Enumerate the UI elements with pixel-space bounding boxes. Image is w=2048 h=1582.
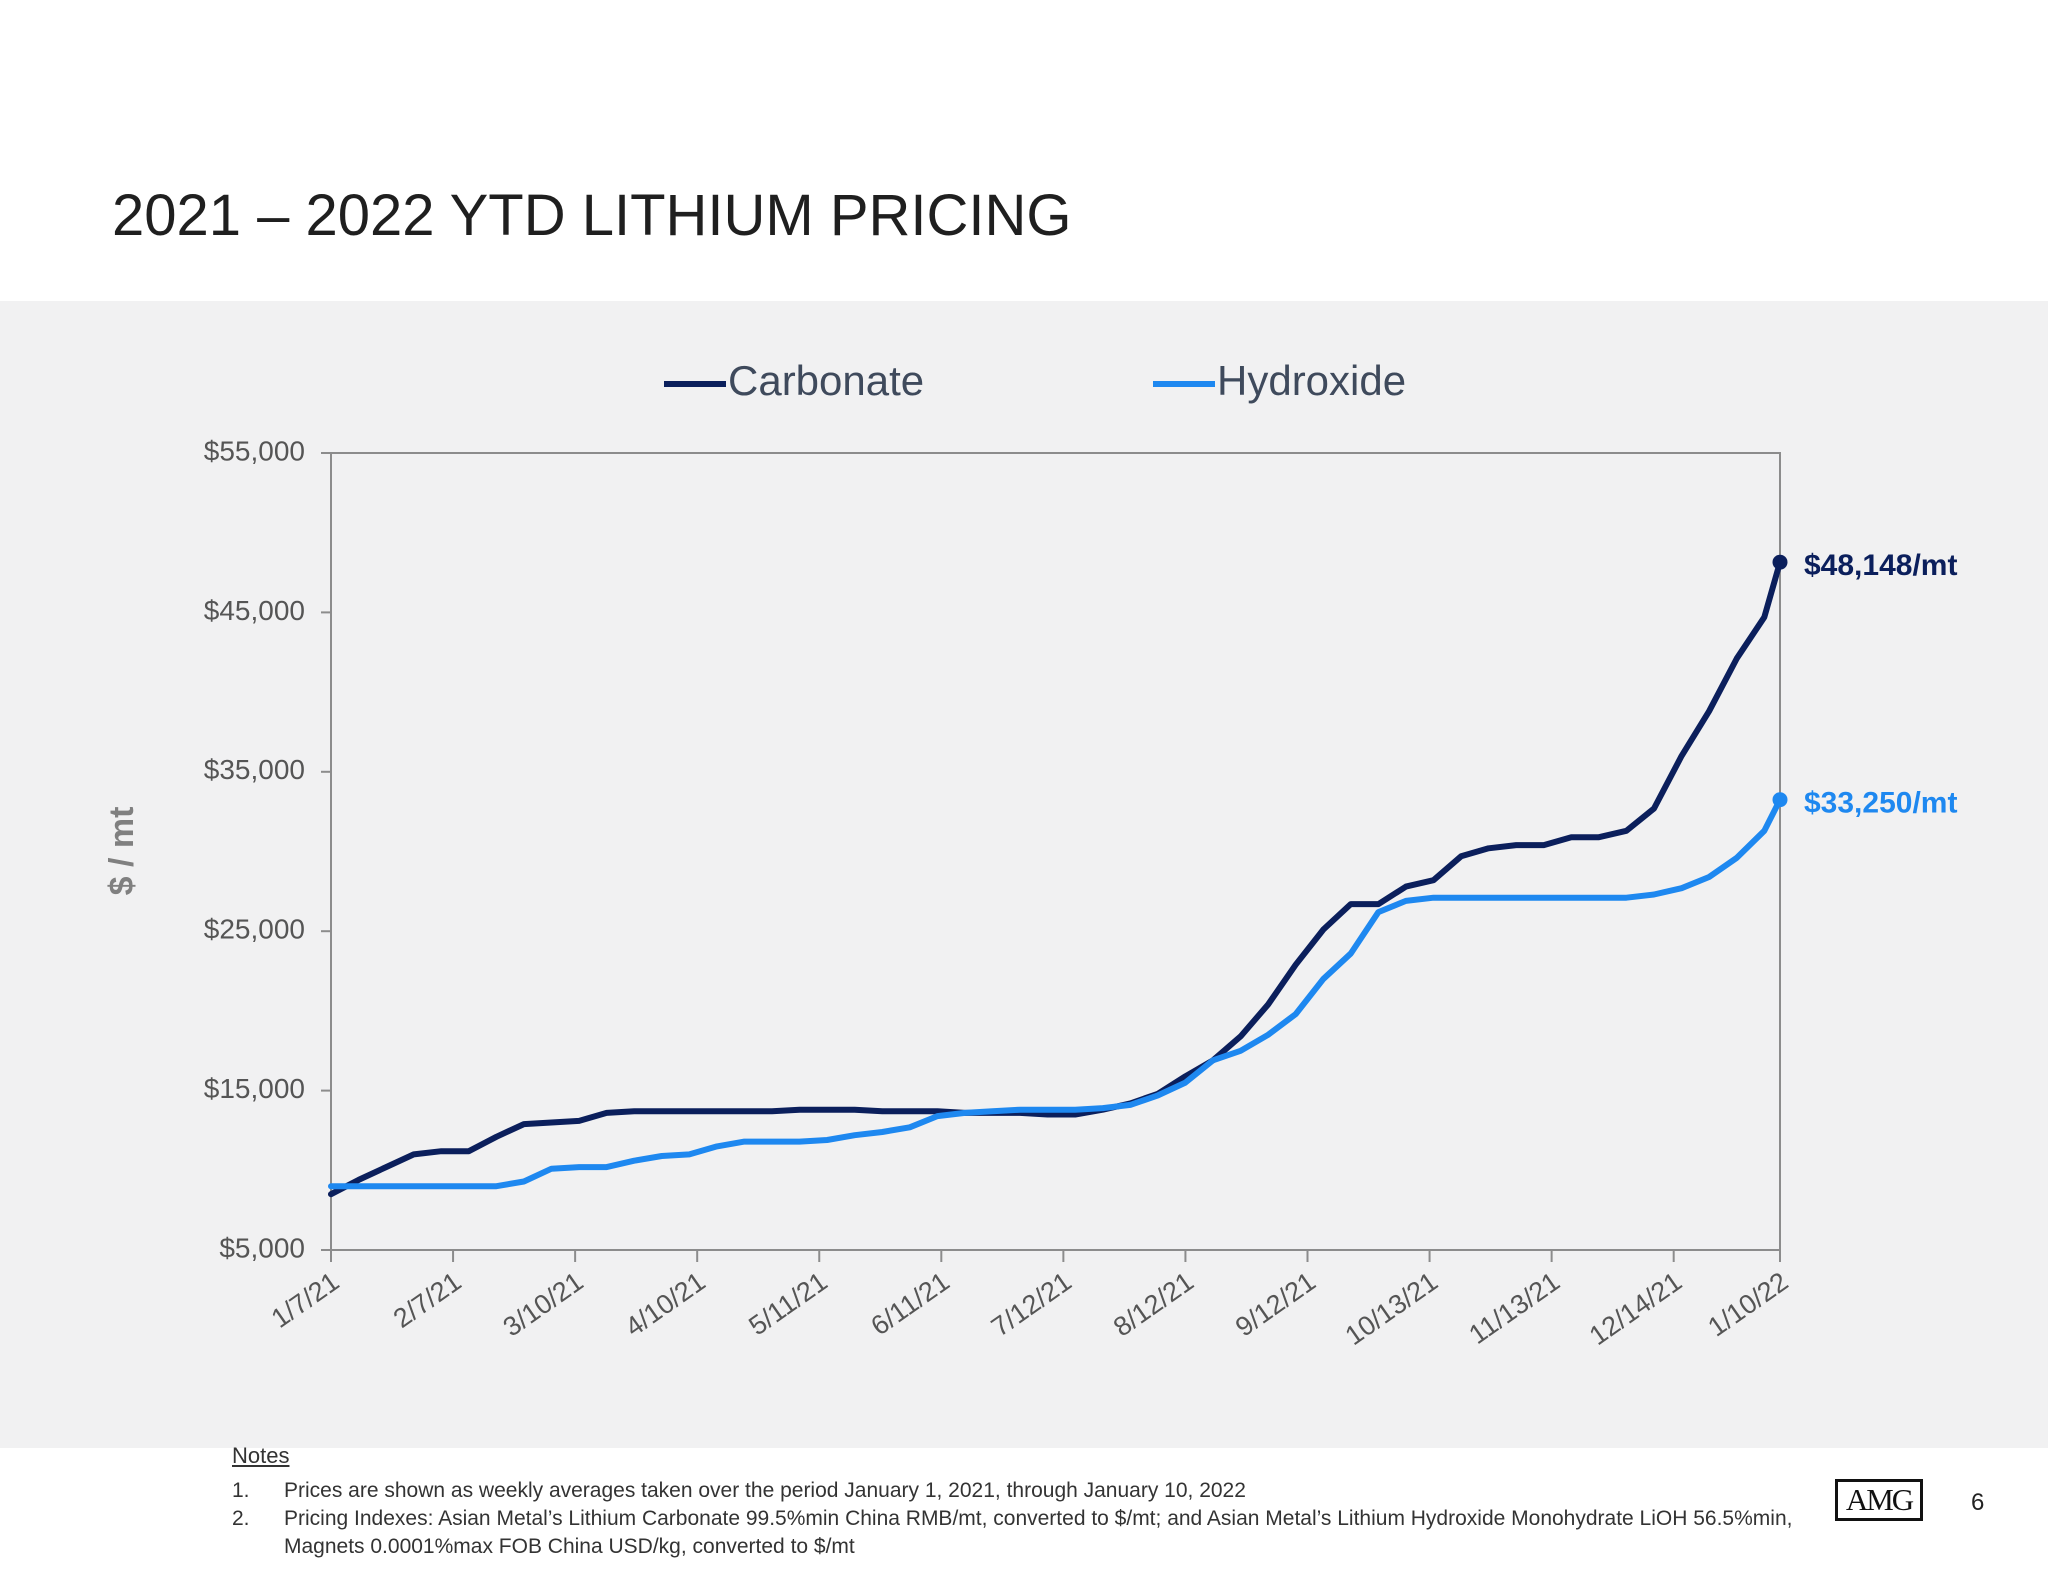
amg-logo: AMG [1835, 1479, 1923, 1521]
line-chart: Carbonate Hydroxide $5,000$15,000$25,000$… [103, 357, 1957, 1351]
chart-panel: Carbonate Hydroxide $5,000 $15,000 $25,000 $… [0, 301, 2048, 1448]
note-number: 1. [232, 1479, 250, 1502]
note-item: 1. Prices are shown as weekly averages t… [232, 1477, 1832, 1505]
end-value-label-hydroxide: $33,250/mt [1804, 787, 1957, 820]
x-tick-label: 2/7/21 [388, 1266, 467, 1334]
page-number: 6 [1971, 1489, 1985, 1516]
legend-label-carbonate: Carbonate [728, 357, 924, 404]
y-tick-label: $15,000 [204, 1073, 305, 1104]
note-number: 2. [232, 1507, 250, 1530]
x-tick-label: 12/14/21 [1584, 1266, 1687, 1351]
plot-area-frame [330, 452, 1781, 1251]
note-text: Pricing Indexes: Asian Metal’s Lithium C… [284, 1507, 1793, 1558]
x-tick-label: 5/11/21 [743, 1266, 832, 1341]
y-tick-label: $45,000 [204, 595, 305, 626]
x-tick-label: 1/10/22 [1703, 1266, 1794, 1342]
x-axis: 1/7/21 2/7/21 3/10/21 4/10/21 5/11/21 6/11/21… [266, 1250, 1794, 1351]
y-tick-label: $55,000 [204, 435, 305, 466]
x-tick-label: 3/10/21 [498, 1266, 589, 1342]
x-tick-label: 11/13/21 [1463, 1266, 1565, 1350]
y-axis-title: $ / mt [103, 807, 141, 896]
notes-heading: Notes [232, 1443, 290, 1468]
chart-legend: Carbonate Hydroxide [664, 357, 1406, 404]
x-tick-label: 9/12/21 [1230, 1266, 1321, 1342]
end-labels: $48,148/mt $33,250/mt [1804, 549, 1957, 819]
y-tick-label: $25,000 [204, 914, 305, 945]
legend-label-hydroxide: Hydroxide [1217, 357, 1406, 404]
series-layer [328, 554, 1788, 1198]
x-tick-label: 6/11/21 [865, 1266, 954, 1341]
slide-title: 2021 – 2022 YTD LITHIUM PRICING [112, 183, 1072, 248]
x-tick-label: 4/10/21 [620, 1266, 711, 1342]
x-tick-label: 7/12/21 [986, 1266, 1077, 1342]
end-point-hydroxide [1772, 792, 1788, 808]
x-tick-label: 8/12/21 [1108, 1266, 1199, 1342]
notes-section: Notes 1. Prices are shown as weekly aver… [232, 1443, 1832, 1561]
end-value-label-carbonate: $48,148/mt [1804, 549, 1957, 582]
series-line-hydroxide [328, 796, 1783, 1190]
series-line-carbonate [328, 559, 1783, 1198]
note-text: Prices are shown as weekly averages take… [284, 1479, 1246, 1502]
end-point-carbonate [1772, 554, 1788, 570]
x-tick-label: 1/7/21 [266, 1266, 345, 1334]
y-tick-label: $5,000 [219, 1232, 305, 1263]
x-tick-label: 10/13/21 [1340, 1266, 1443, 1351]
y-tick-label: $35,000 [204, 754, 305, 785]
y-axis: $5,000 $15,000 $25,000 $35,000 $45,000 $55,00… [204, 435, 331, 1263]
note-item: 2. Pricing Indexes: Asian Metal’s Lithiu… [232, 1505, 1832, 1561]
